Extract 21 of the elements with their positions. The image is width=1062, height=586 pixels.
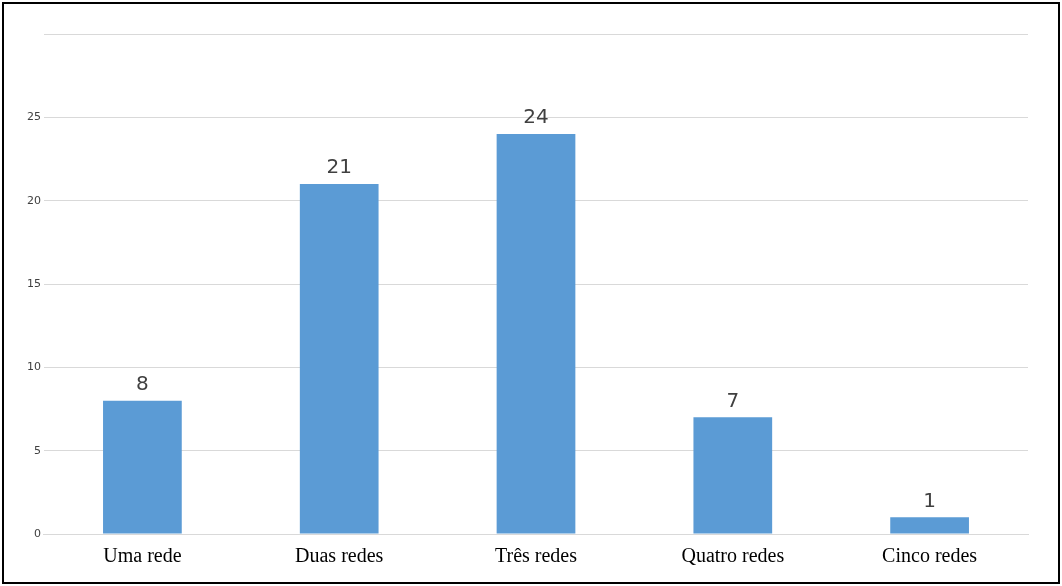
- x-tick-label: Três redes: [494, 544, 578, 567]
- data-label: 24: [523, 104, 549, 129]
- bar: [103, 400, 182, 534]
- y-tick-label: 10: [27, 360, 41, 374]
- bar: [890, 517, 969, 534]
- bar: [299, 184, 379, 534]
- data-label: 8: [136, 370, 149, 395]
- y-tick-label: 25: [27, 110, 41, 124]
- x-tick-label: Cinco redes: [882, 544, 978, 567]
- data-label: 7: [726, 387, 740, 412]
- data-label: 21: [326, 154, 352, 179]
- bar: [496, 134, 576, 534]
- data-label: 1: [923, 487, 936, 512]
- x-tick-label: Uma rede: [103, 544, 182, 567]
- bar: [693, 417, 773, 534]
- y-tick-label: 0: [34, 526, 41, 540]
- x-tick-label: Quatro redes: [681, 544, 785, 567]
- y-tick-label: 15: [27, 276, 41, 290]
- y-tick-label: 20: [27, 193, 41, 207]
- y-tick-label: 5: [34, 443, 41, 457]
- x-tick-label: Duas redes: [295, 544, 384, 567]
